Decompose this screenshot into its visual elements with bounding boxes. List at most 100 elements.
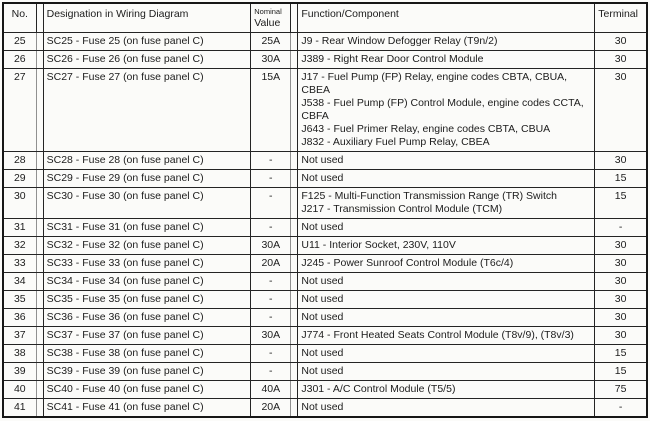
- cell-terminal: 15: [594, 343, 647, 363]
- cell-function: J389 - Right Rear Door Control Module: [297, 49, 595, 69]
- function-line: J17 - Fuel Pump (FP) Relay, engine codes…: [301, 70, 568, 96]
- cell-no: 30: [3, 186, 37, 219]
- cell-nominal-value: -: [250, 343, 291, 363]
- cell-terminal: 75: [594, 379, 647, 399]
- cell-nominal-value: 30A: [250, 235, 291, 255]
- cell-nominal-value: 20A: [250, 253, 291, 273]
- cell-no: 33: [3, 253, 37, 273]
- cell-function: J245 - Power Sunroof Control Module (T6c…: [297, 253, 595, 273]
- cell-nominal-value: 25A: [250, 31, 291, 51]
- table-row: 32 SC32 - Fuse 32 (on fuse panel C) 30A U11…: [3, 235, 647, 255]
- column-divider: [290, 325, 299, 345]
- cell-designation: SC32 - Fuse 32 (on fuse panel C): [43, 235, 251, 255]
- function-line: J832 - Auxiliary Fuel Pump Relay, CBEA: [301, 135, 490, 148]
- cell-terminal: 15: [594, 168, 647, 188]
- function-line: Not used: [301, 274, 344, 287]
- cell-terminal: 15: [594, 186, 647, 219]
- cell-no: 34: [3, 271, 37, 291]
- cell-terminal: 30: [594, 150, 647, 170]
- cell-nominal-value: -: [250, 307, 291, 327]
- table-row: 38 SC38 - Fuse 38 (on fuse panel C) - Not u…: [3, 343, 647, 363]
- cell-terminal: 30: [594, 253, 647, 273]
- column-divider: [290, 186, 299, 219]
- column-divider: [290, 397, 299, 418]
- column-divider: [290, 379, 299, 399]
- cell-designation: SC37 - Fuse 37 (on fuse panel C): [43, 325, 251, 345]
- cell-no: 38: [3, 343, 37, 363]
- cell-function: Not used: [297, 397, 595, 418]
- column-divider: [290, 31, 299, 51]
- cell-function: Not used: [297, 343, 595, 363]
- column-divider: [290, 307, 299, 327]
- column-divider: [35, 168, 44, 188]
- table-row: 36 SC36 - Fuse 36 (on fuse panel C) - Not u…: [3, 307, 647, 327]
- column-header-no: No.: [3, 2, 37, 33]
- function-line: J245 - Power Sunroof Control Module (T6c…: [301, 256, 514, 269]
- function-line: Not used: [301, 310, 344, 323]
- function-line: Not used: [301, 220, 344, 233]
- table-row: 27 SC27 - Fuse 27 (on fuse panel C) 15A J17…: [3, 67, 647, 152]
- column-divider: [35, 49, 44, 69]
- cell-nominal-value: -: [250, 150, 291, 170]
- cell-nominal-value: -: [250, 186, 291, 219]
- table-row: 25 SC25 - Fuse 25 (on fuse panel C) 25A J9 …: [3, 31, 647, 51]
- cell-function: Not used: [297, 307, 595, 327]
- table-row: 40 SC40 - Fuse 40 (on fuse panel C) 40A J30…: [3, 379, 647, 399]
- cell-no: 27: [3, 67, 37, 152]
- cell-terminal: 30: [594, 67, 647, 152]
- cell-designation: SC35 - Fuse 35 (on fuse panel C): [43, 289, 251, 309]
- cell-nominal-value: 20A: [250, 397, 291, 418]
- table-row: 35 SC35 - Fuse 35 (on fuse panel C) - Not u…: [3, 289, 647, 309]
- column-divider: [35, 307, 44, 327]
- function-line: J9 - Rear Window Defogger Relay (T9n/2): [301, 34, 498, 47]
- function-line: J301 - A/C Control Module (T5/5): [301, 382, 456, 395]
- function-line: J643 - Fuel Primer Relay, engine codes C…: [301, 122, 551, 135]
- column-divider: [35, 217, 44, 237]
- cell-no: 36: [3, 307, 37, 327]
- column-divider: [290, 150, 299, 170]
- table-row: 30 SC30 - Fuse 30 (on fuse panel C) - F125 …: [3, 186, 647, 219]
- table-row: 34 SC34 - Fuse 34 (on fuse panel C) - Not u…: [3, 271, 647, 291]
- cell-nominal-value: -: [250, 271, 291, 291]
- column-divider: [35, 253, 44, 273]
- table-row: 41 SC41 - Fuse 41 (on fuse panel C) 20A Not…: [3, 397, 647, 418]
- column-divider: [35, 235, 44, 255]
- column-divider: [290, 343, 299, 363]
- table-row: 31 SC31 - Fuse 31 (on fuse panel C) - Not u…: [3, 217, 647, 237]
- cell-no: 28: [3, 150, 37, 170]
- table-row: 29 SC29 - Fuse 29 (on fuse panel C) - Not u…: [3, 168, 647, 188]
- function-line: Not used: [301, 292, 344, 305]
- column-divider: [290, 289, 299, 309]
- cell-designation: SC36 - Fuse 36 (on fuse panel C): [43, 307, 251, 327]
- cell-designation: SC41 - Fuse 41 (on fuse panel C): [43, 397, 251, 418]
- cell-function: Not used: [297, 168, 595, 188]
- column-divider: [290, 168, 299, 188]
- cell-terminal: 30: [594, 271, 647, 291]
- column-divider: [290, 253, 299, 273]
- column-divider: [35, 343, 44, 363]
- table-row: 26 SC26 - Fuse 26 (on fuse panel C) 30A J38…: [3, 49, 647, 69]
- cell-designation: SC34 - Fuse 34 (on fuse panel C): [43, 271, 251, 291]
- column-divider: [290, 2, 299, 33]
- cell-designation: SC29 - Fuse 29 (on fuse panel C): [43, 168, 251, 188]
- cell-no: 37: [3, 325, 37, 345]
- column-divider: [35, 31, 44, 51]
- column-divider: [35, 150, 44, 170]
- cell-function: J301 - A/C Control Module (T5/5): [297, 379, 595, 399]
- cell-designation: SC26 - Fuse 26 (on fuse panel C): [43, 49, 251, 69]
- function-line: J217 - Transmission Control Module (TCM): [301, 202, 503, 215]
- cell-function: J9 - Rear Window Defogger Relay (T9n/2): [297, 31, 595, 51]
- cell-terminal: -: [594, 217, 647, 237]
- column-divider: [35, 67, 44, 152]
- cell-designation: SC40 - Fuse 40 (on fuse panel C): [43, 379, 251, 399]
- cell-designation: SC33 - Fuse 33 (on fuse panel C): [43, 253, 251, 273]
- cell-nominal-value: 40A: [250, 379, 291, 399]
- column-divider: [35, 379, 44, 399]
- column-divider: [35, 186, 44, 219]
- cell-designation: SC27 - Fuse 27 (on fuse panel C): [43, 67, 251, 152]
- cell-designation: SC30 - Fuse 30 (on fuse panel C): [43, 186, 251, 219]
- column-divider: [290, 217, 299, 237]
- function-line: Not used: [301, 346, 344, 359]
